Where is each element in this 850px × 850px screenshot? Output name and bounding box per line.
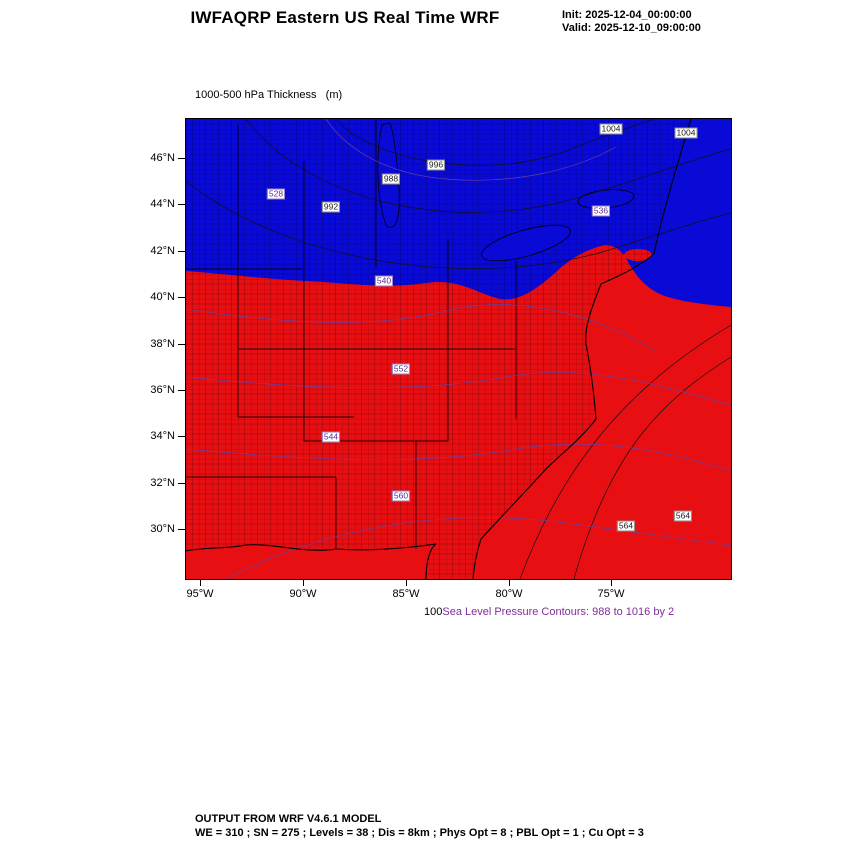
map-plot: 996 1004 1004 992 988 536 528 540 552 54… [185,118,732,580]
lat-label: 42°N [150,245,175,257]
contour-interval-caption: 100Sea Level Pressure Contours: 988 to 1… [424,606,674,618]
lon-tick [611,579,612,586]
lat-label: 38°N [150,338,175,350]
lat-tick [178,251,185,252]
lon-label: 75°W [597,588,625,600]
lon-label: 90°W [289,588,317,600]
lon-label: 95°W [186,588,214,600]
contour-label: 1004 [674,127,698,139]
coastline [186,119,692,579]
contour-label: 560 [391,490,411,502]
contour-label: 1004 [599,123,623,135]
lat-label: 46°N [150,152,175,164]
model-version-line: OUTPUT FROM WRF V4.6.1 MODEL [195,813,382,825]
lat-tick [178,529,185,530]
run-times: Init: 2025-12-04_00:00:00 Valid: 2025-12… [562,9,701,35]
model-info-footer: OUTPUT FROM WRF V4.6.1 MODEL WE = 310 ; … [195,813,644,840]
lat-tick [178,390,185,391]
contour-label: 540 [374,275,394,287]
init-time: Init: 2025-12-04_00:00:00 [562,9,692,21]
slp-contours [186,119,731,579]
lat-tick [178,297,185,298]
lat-tick [178,204,185,205]
lake-erie [481,224,571,262]
contour-label: 988 [381,173,401,185]
model-config-line: WE = 310 ; SN = 275 ; Levels = 38 ; Dis … [195,826,644,839]
lon-tick [200,579,201,586]
lat-tick [178,483,185,484]
slp-contour-range-text: Sea Level Pressure Contours: 988 to 1016… [442,606,675,618]
lon-tick [406,579,407,586]
lon-label: 85°W [392,588,420,600]
contour-label: 536 [591,205,611,217]
caption-prefix: 100 [424,606,443,618]
contour-label: 564 [616,520,636,532]
contour-label: 528 [266,188,286,200]
lon-tick [303,579,304,586]
lat-label: 32°N [150,477,175,489]
contour-label: 992 [321,201,341,213]
lat-label: 30°N [150,523,175,535]
valid-time: Valid: 2025-12-10_09:00:00 [562,22,701,34]
lat-tick [178,344,185,345]
lat-label: 44°N [150,198,175,210]
lat-tick [178,158,185,159]
lat-label: 36°N [150,384,175,396]
lon-tick [509,579,510,586]
contour-label: 544 [321,431,341,443]
contour-label: 552 [391,363,411,375]
lat-label: 34°N [150,430,175,442]
lat-label: 40°N [150,291,175,303]
lon-label: 80°W [495,588,523,600]
thickness-contours [186,119,731,579]
contour-label: 996 [426,159,446,171]
legend-line-thickness-1: 1000-500 hPa Thickness (m) [195,89,343,101]
page-title: IWFAQRP Eastern US Real Time WRF [190,8,500,27]
contour-label: 564 [673,510,693,522]
lat-tick [178,436,185,437]
